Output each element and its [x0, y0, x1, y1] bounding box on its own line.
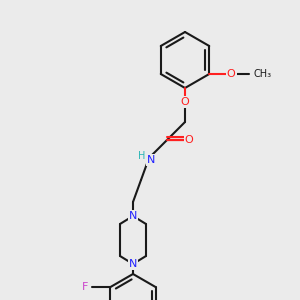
Text: O: O: [184, 135, 194, 145]
Text: N: N: [129, 259, 137, 269]
Text: O: O: [227, 69, 236, 79]
Text: CH₃: CH₃: [253, 69, 272, 79]
Text: N: N: [147, 155, 155, 165]
Text: H: H: [138, 151, 145, 161]
Text: N: N: [129, 211, 137, 221]
Text: F: F: [82, 282, 88, 292]
Text: O: O: [181, 97, 189, 107]
